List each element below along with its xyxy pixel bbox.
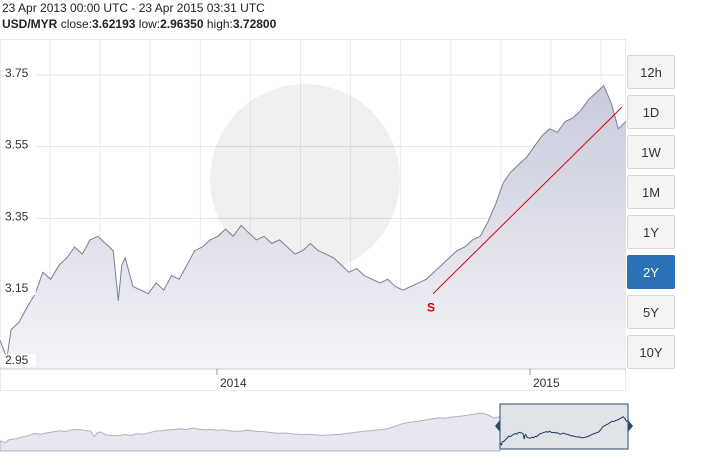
y-tick-bg [2, 353, 36, 367]
y-tick-bg [2, 210, 36, 224]
range-button-2y[interactable]: 2Y [627, 255, 675, 289]
currency-pair: USD/MYR [2, 17, 58, 31]
y-tick-label: 3.15 [5, 281, 29, 295]
range-button-1m[interactable]: 1M [627, 175, 675, 209]
trend-line [432, 106, 623, 295]
price-area [0, 85, 626, 369]
range-button-1d[interactable]: 1D [627, 95, 675, 129]
watermark-logo [210, 84, 400, 274]
y-tick-label: 3.35 [5, 209, 29, 223]
x-tick-label: 2014 [220, 376, 247, 390]
low-label: low: [138, 17, 161, 31]
range-button-12h[interactable]: 12h [627, 55, 675, 89]
navigator-chart[interactable] [0, 398, 636, 453]
date-range-text: 23 Apr 2013 00:00 UTC - 23 Apr 2015 03:3… [2, 1, 265, 15]
navigator-window-line [499, 416, 629, 447]
signal-marker[interactable]: S [427, 301, 435, 315]
y-tick-bg [2, 138, 36, 152]
y-tick-label: 2.95 [5, 353, 29, 367]
y-tick-bg [2, 282, 36, 296]
range-button-5y[interactable]: 5Y [627, 295, 675, 329]
range-button-1y[interactable]: 1Y [627, 215, 675, 249]
navigator-handle-right[interactable] [628, 420, 633, 432]
high-label: high: [206, 17, 233, 31]
x-tick-label: 2015 [533, 376, 560, 390]
price-line [0, 84, 626, 361]
y-tick-bg [2, 66, 36, 80]
close-label: close: [60, 17, 93, 31]
navigator-area [0, 412, 501, 452]
high-value: 3.72800 [232, 17, 277, 31]
y-tick-label: 3.75 [5, 66, 29, 80]
y-tick-label: 3.55 [5, 138, 29, 152]
low-value: 2.96350 [160, 17, 204, 31]
range-button-1w[interactable]: 1W [627, 135, 675, 169]
navigator-window[interactable] [499, 403, 629, 450]
close-value: 3.62193 [92, 17, 136, 31]
navigator-handle-left[interactable] [495, 420, 500, 432]
range-button-10y[interactable]: 10Y [627, 335, 675, 369]
price-summary: USD/MYR close:3.62193 low:2.96350 high:3… [2, 17, 276, 31]
